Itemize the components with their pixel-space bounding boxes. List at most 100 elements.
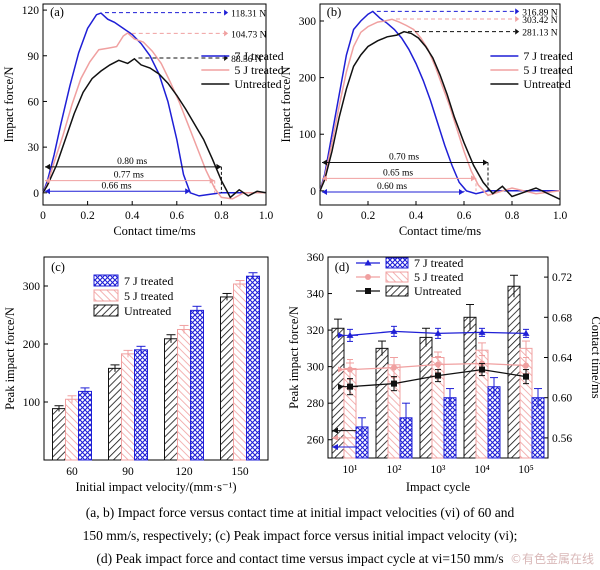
y-tick-label: 120 [22,5,40,17]
bar [190,309,204,461]
line-marker [435,372,441,379]
bar [487,386,501,459]
y-tick-label: 90 [28,51,40,63]
x-tick-label: 0.4 [409,210,424,222]
bar [246,275,260,461]
contact-time-arrow-head [45,188,50,195]
legend-label: 5 J treated [523,63,572,77]
line-marker [523,373,529,380]
legend-label: 5 J treated [234,63,283,77]
contact-time-label: 0.70 ms [389,153,419,163]
legend-label: Untreated [414,284,461,298]
y-axis-label: Impact force/N [279,66,293,142]
x-tick-label: 0.4 [125,210,140,222]
y2-tick-label: 0.68 [552,312,572,324]
bar [121,353,135,461]
panel-label: (c) [51,260,65,274]
peak-arrow-head [515,16,520,23]
x-tick-label: 1.0 [259,210,274,222]
peak-label: 316.89 N [522,8,558,18]
y-tick-label: 360 [307,252,325,264]
panel-label: (a) [50,5,64,19]
indicator-arrow-head [338,332,344,339]
y-tick-label: 200 [299,73,317,85]
bar [52,408,66,461]
y-axis-label: Peak impact force/N [3,307,17,410]
y-tick-label: 300 [307,362,325,374]
legend-label: 5 J treated [414,270,463,284]
contact-time-arrow-head [483,159,488,166]
bar [375,347,389,459]
y2-tick-label: 0.56 [552,433,572,445]
contact-time-label: 0.60 ms [377,182,407,192]
x-tick-label: 0.6 [457,210,472,222]
y-tick-label: 280 [307,398,325,410]
y-tick-label: 340 [307,289,325,301]
legend-label: 7 J treated [234,49,283,63]
line-marker [435,361,441,368]
peak-arrow-head [515,8,520,15]
series-line [319,18,561,197]
line-marker [390,327,398,334]
contact-time-label: 0.65 ms [383,168,413,178]
line-marker [391,364,397,371]
x-axis-label: Impact cycle [406,480,471,494]
bar [164,338,178,461]
y-axis-label: Impact force/N [2,66,16,142]
contact-time-arrow-head [471,175,476,182]
contact-time-arrow-head [322,188,327,195]
bar [220,296,234,461]
line-marker [522,329,530,336]
y-tick-label: 0 [33,188,39,200]
caption-line-3: (d) Peak impact force and contact time v… [96,551,504,566]
x-axis-label: Contact time/ms [399,224,481,238]
legend-swatch [385,271,409,283]
y-tick-label: 300 [299,16,317,28]
indicator-arrow-head [338,383,344,390]
y2-tick-label: 0.64 [552,353,572,365]
line-marker [391,380,397,387]
peak-label: 281.13 N [522,29,558,39]
x-tick-label: 150 [231,466,249,478]
x-tick-label: 10³ [431,464,447,476]
y-tick-label: 260 [307,435,325,447]
plot-frame [319,3,561,206]
line-marker [523,362,529,369]
figure-canvas: 0 0.2 0.4 0.6 0.8 1.0 0 30 60 90 120 Contact time/m… [2,3,600,494]
peak-label: 104.73 N [231,30,267,40]
indicator-arrow-head [332,434,338,441]
x-tick-label: 1.0 [553,210,568,222]
series-line [319,10,560,195]
contact-time-arrow-head [459,188,464,195]
bar [134,349,148,461]
x-tick-label: 120 [175,466,193,478]
contact-time-arrow-head [322,175,327,182]
panel-label: (d) [335,260,350,274]
peak-arrow-head [515,28,520,35]
x-tick-label: 90 [122,466,134,478]
x-tick-label: 10⁴ [474,464,490,476]
series-line [42,57,267,199]
bar [78,390,92,461]
legend-swatch [93,289,119,302]
x-tick-label: 0.6 [170,210,185,222]
bar [177,329,191,461]
x-axis-label: Initial impact velocity/(mm·s⁻¹) [76,480,237,494]
peak-label: 118.31 N [231,10,266,20]
y2-tick-label: 0.60 [552,393,572,405]
legend-marker [365,288,371,294]
peak-label: 303.42 N [522,16,558,26]
legend-label: Untreated [523,77,570,91]
contact-time-arrow-head [322,159,327,166]
x-tick-label: 0 [40,210,46,222]
peak-arrow-head [224,9,229,16]
caption-line-1: (a, b) Impact force versus contact time … [85,505,515,520]
bar [233,283,247,461]
legend-label: 7 J treated [124,274,173,288]
series-line [319,30,561,200]
contact-time-arrow-head [45,177,50,184]
contact-time-arrow-head [185,188,191,195]
line-marker [478,328,486,335]
y-tick-label: 100 [23,397,41,409]
indicator-arrow-head [338,366,344,373]
